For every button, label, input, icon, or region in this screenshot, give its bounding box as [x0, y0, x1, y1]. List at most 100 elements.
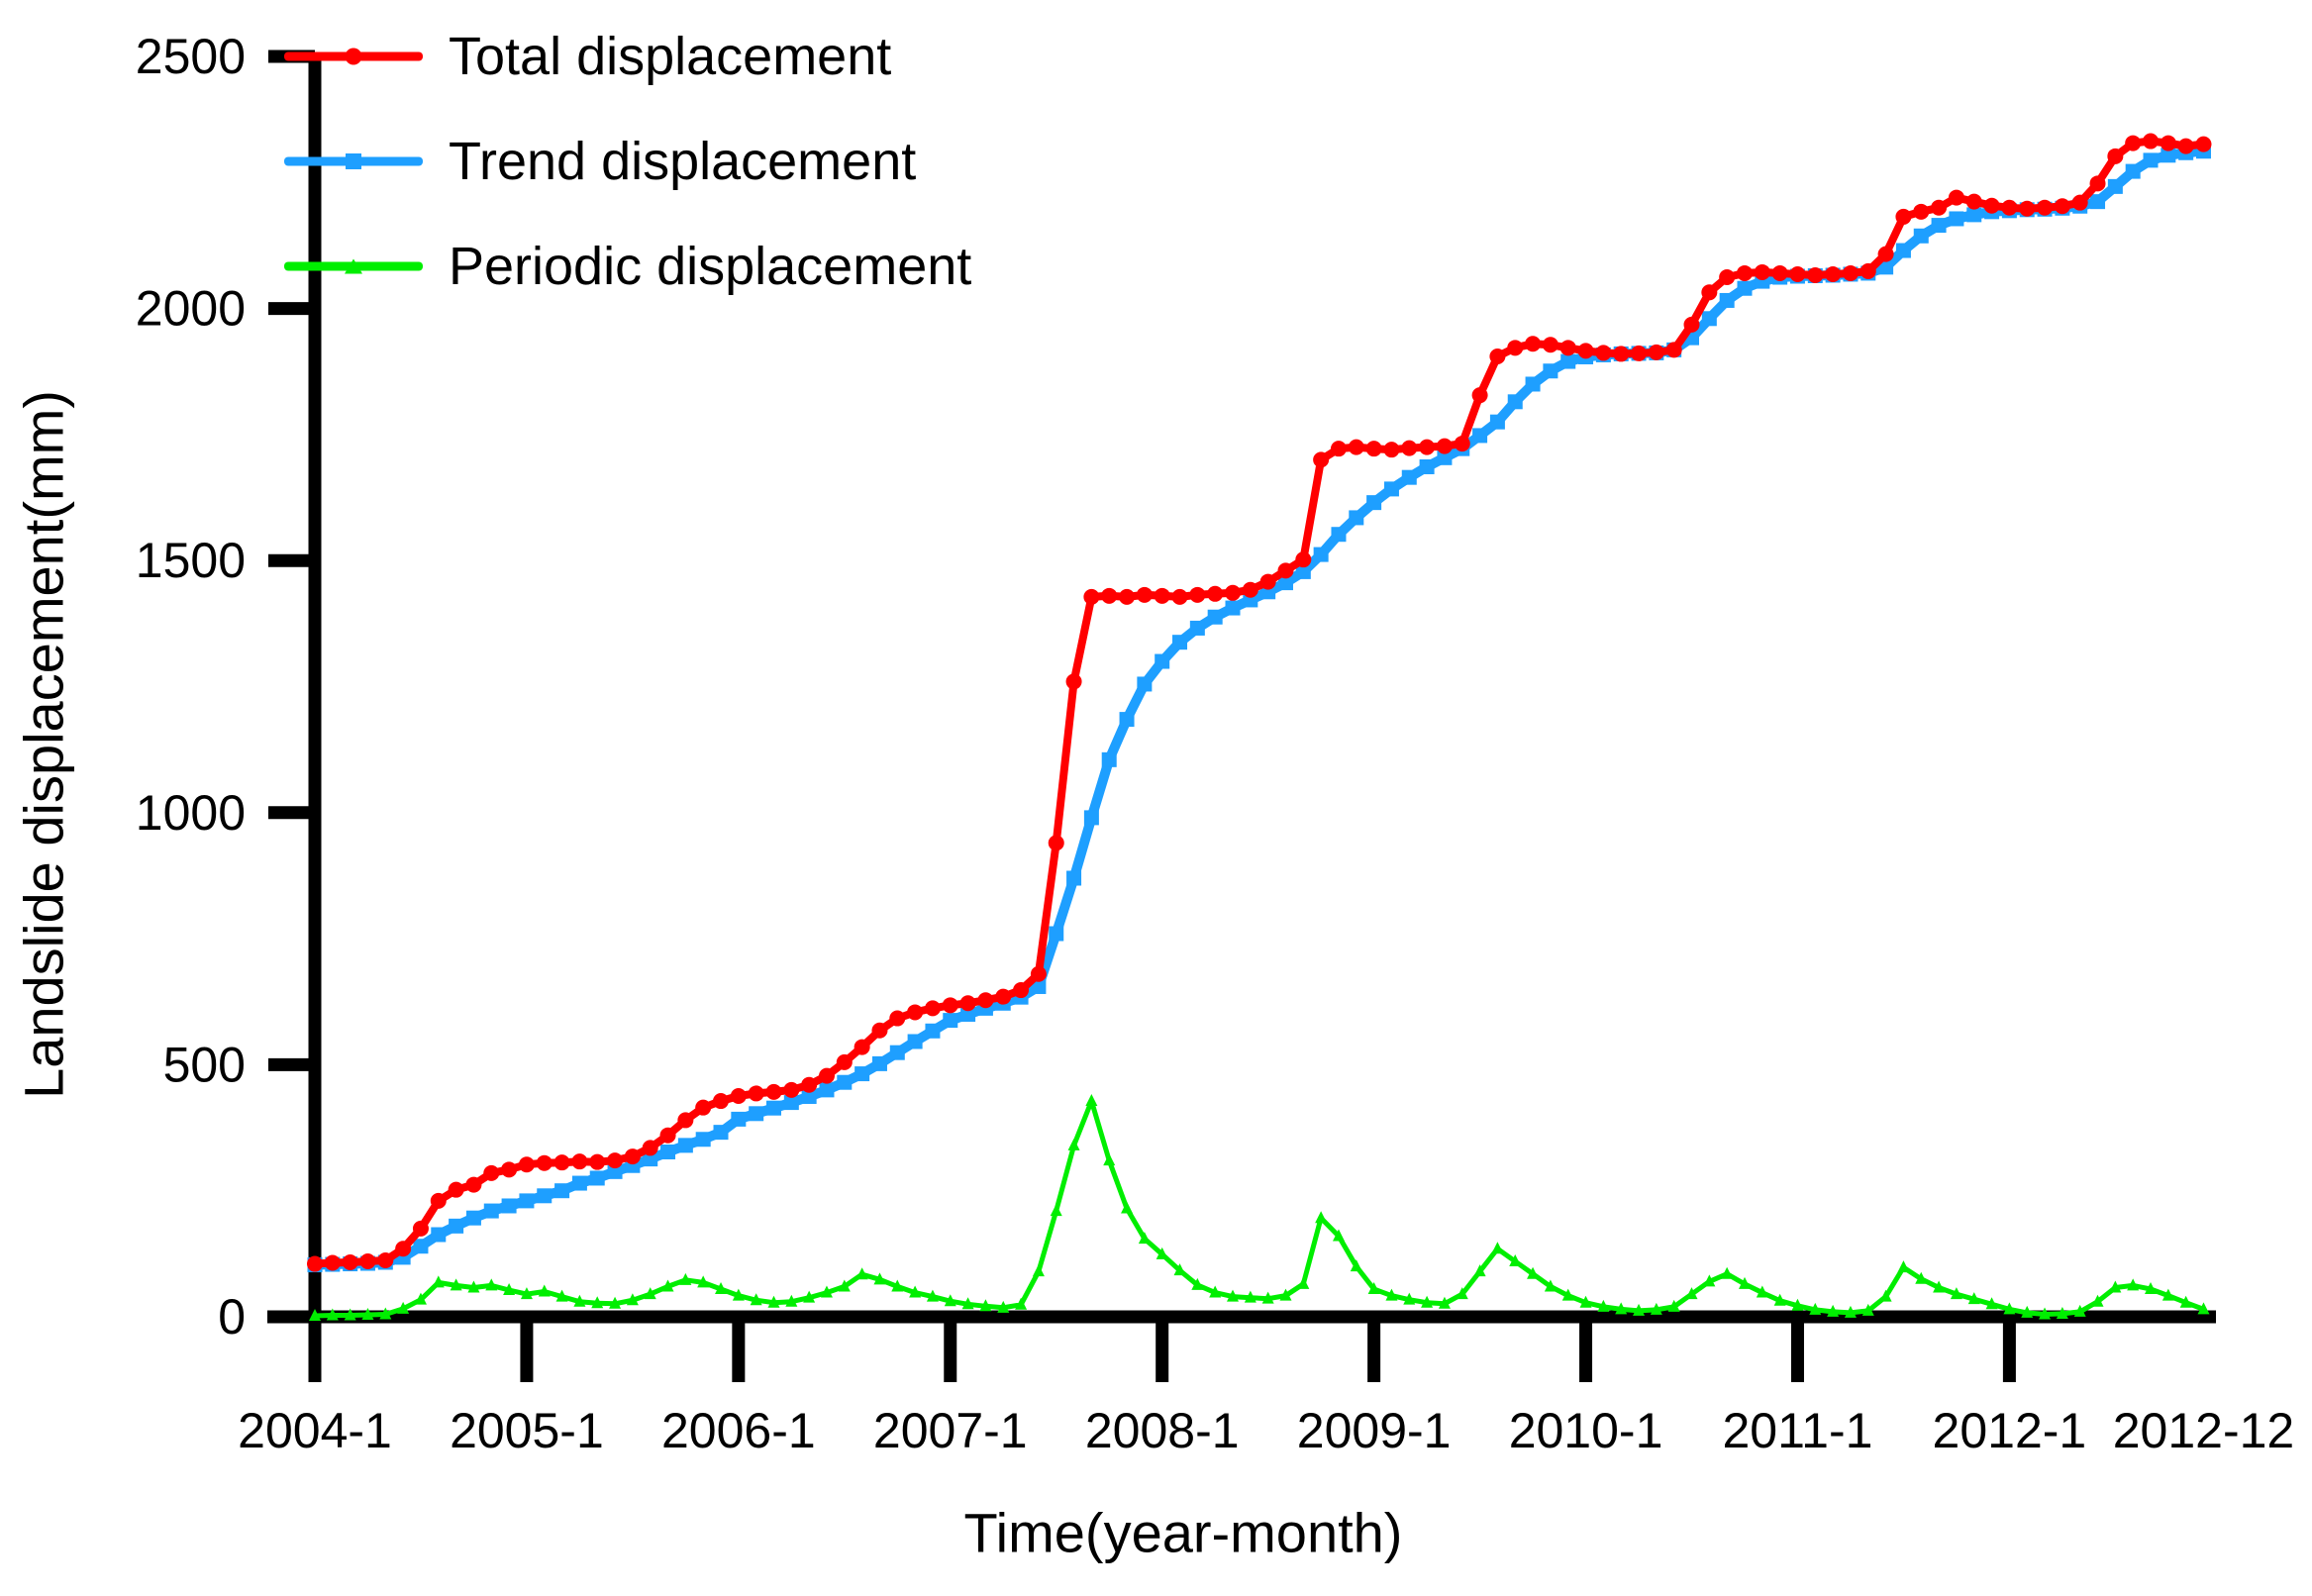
data-point-circle: [1013, 982, 1030, 999]
data-point-square: [695, 1132, 711, 1147]
data-point-circle: [1754, 263, 1770, 280]
data-point-square: [837, 1074, 853, 1090]
data-point-triangle: [997, 1300, 1010, 1313]
data-point-circle: [2143, 133, 2160, 150]
data-point-circle: [2089, 175, 2106, 192]
data-point-square: [571, 1175, 587, 1191]
data-point-circle: [659, 1127, 676, 1144]
data-point-square: [731, 1111, 747, 1127]
x-tick-label: 2012-12: [2113, 1403, 2295, 1458]
data-point-triangle: [1579, 1295, 1592, 1308]
data-point-circle: [801, 1076, 818, 1093]
data-point-square: [1207, 609, 1223, 625]
data-point-triangle: [1015, 1297, 1028, 1310]
data-point-square: [1401, 469, 1417, 485]
data-point-circle: [483, 1164, 500, 1181]
data-point-circle: [1330, 441, 1347, 457]
data-point-circle: [430, 1192, 447, 1209]
data-point-circle: [1436, 438, 1453, 454]
data-point-triangle: [1685, 1287, 1698, 1300]
data-point-triangle: [1509, 1253, 1522, 1266]
data-point-circle: [1259, 573, 1276, 590]
data-point-circle: [536, 1154, 553, 1171]
data-point-circle: [571, 1153, 588, 1170]
data-point-circle: [2071, 194, 2088, 211]
data-point-square: [1437, 449, 1453, 465]
data-point-triangle: [379, 1307, 392, 1320]
data-point-circle: [783, 1081, 800, 1098]
data-point-circle: [2054, 198, 2070, 215]
data-point-square: [1878, 259, 1894, 275]
data-point-triangle: [961, 1297, 974, 1310]
data-point-triangle: [1067, 1138, 1080, 1150]
data-point-square: [589, 1170, 605, 1186]
data-point-circle: [1595, 345, 1612, 361]
data-point-circle: [1454, 436, 1470, 452]
data-point-circle: [589, 1153, 606, 1170]
x-axis-title: Time(year-month): [963, 1501, 1403, 1564]
data-point-triangle: [609, 1296, 622, 1309]
data-point-circle: [2001, 199, 2018, 216]
data-point-circle: [995, 988, 1012, 1005]
y-tick-label: 500: [163, 1037, 246, 1092]
data-point-square: [1083, 810, 1099, 826]
data-point-square: [783, 1095, 799, 1111]
data-point-square: [1737, 280, 1753, 296]
data-point-triangle: [1491, 1242, 1504, 1254]
data-point-triangle: [2109, 1280, 2122, 1293]
x-tick-label: 2007-1: [873, 1403, 1028, 1458]
data-point-circle: [1683, 316, 1700, 333]
x-tick-label: 2011-1: [1722, 1403, 1872, 1458]
data-point-triangle: [1809, 1302, 1822, 1315]
x-tick-label: 2005-1: [450, 1403, 604, 1458]
data-point-triangle: [1050, 1204, 1062, 1217]
data-point-triangle: [1967, 1292, 1980, 1305]
data-point-circle: [748, 1085, 764, 1102]
y-tick-label: 2000: [136, 281, 246, 337]
data-point-circle: [518, 1156, 535, 1173]
legend-item-trend: Trend displacement: [284, 109, 971, 214]
data-point-square: [1066, 870, 1082, 886]
data-point-circle: [1877, 246, 1894, 262]
data-point-triangle: [1297, 1276, 1310, 1289]
data-point-triangle: [1561, 1288, 1574, 1301]
data-point-circle: [695, 1099, 712, 1116]
x-tick-label: 2012-1: [1933, 1403, 2087, 1458]
data-point-square: [1701, 311, 1717, 327]
data-point-circle: [907, 1004, 924, 1021]
data-point-square: [1560, 353, 1576, 369]
data-point-circle: [1401, 440, 1418, 456]
data-point-square: [960, 1006, 976, 1022]
data-point-circle: [448, 1181, 464, 1198]
data-point-triangle: [309, 1308, 321, 1321]
data-point-circle: [1895, 208, 1912, 225]
data-point-triangle: [1615, 1302, 1628, 1315]
data-point-circle: [871, 1022, 888, 1039]
data-point-square: [483, 1203, 499, 1219]
data-point-circle: [1225, 584, 1242, 601]
data-point-circle: [1613, 346, 1630, 362]
data-point-circle: [359, 1252, 376, 1269]
data-point-square: [713, 1125, 729, 1141]
data-point-square: [749, 1106, 764, 1122]
data-point-circle: [889, 1010, 906, 1027]
y-axis-title: Landslide displacement(mm): [12, 390, 75, 1099]
data-point-triangle: [732, 1288, 745, 1301]
data-point-triangle: [2179, 1295, 2192, 1308]
data-point-triangle: [1667, 1299, 1680, 1312]
data-point-triangle: [1421, 1295, 1434, 1308]
data-point-square: [1949, 211, 1964, 227]
data-point-triangle: [1227, 1289, 1240, 1302]
data-point-triangle: [679, 1272, 692, 1285]
data-point-triangle: [820, 1285, 833, 1298]
data-point-square: [660, 1144, 676, 1159]
data-point-triangle: [326, 1308, 339, 1321]
data-point-triangle: [2021, 1305, 2034, 1318]
data-point-triangle: [715, 1281, 728, 1294]
data-point-circle: [1931, 199, 1948, 216]
data-point-circle: [642, 1140, 658, 1156]
data-point-square: [1101, 751, 1117, 767]
data-point-triangle: [1367, 1281, 1380, 1294]
data-point-circle: [1807, 266, 1824, 283]
data-point-square: [519, 1193, 535, 1209]
